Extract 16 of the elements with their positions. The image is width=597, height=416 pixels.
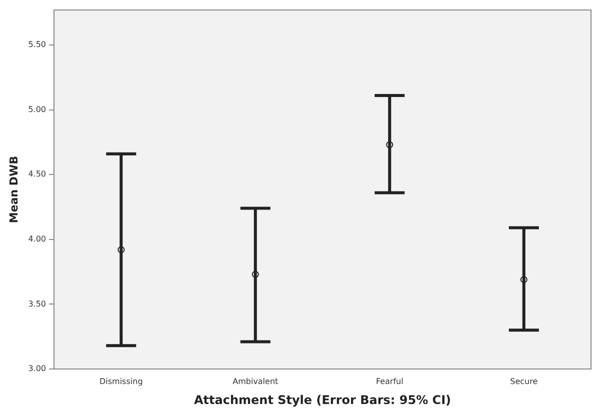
point [386,141,394,148]
y-tick-label: 5.50 [28,40,46,50]
point [118,246,125,254]
point [252,270,259,278]
y-tick-label: 5.00 [28,104,46,114]
point [520,276,528,284]
x-axis-title: Attachment Style (Error Bars: 95% CI) [194,392,452,407]
x-tick-label: Secure [510,376,538,386]
y-tick-label: 3.50 [28,299,46,308]
y-axis-title: Mean DWB [7,156,20,224]
y-tick-label: 3.00 [28,364,46,374]
x-tick-label: Fearful [376,376,404,386]
y-tick-label: 4.00 [28,234,46,244]
x-tick-label: Dismissing [99,376,143,386]
y-tick-label: 4.50 [28,170,46,179]
x-tick-label: Ambivalent [232,376,278,386]
